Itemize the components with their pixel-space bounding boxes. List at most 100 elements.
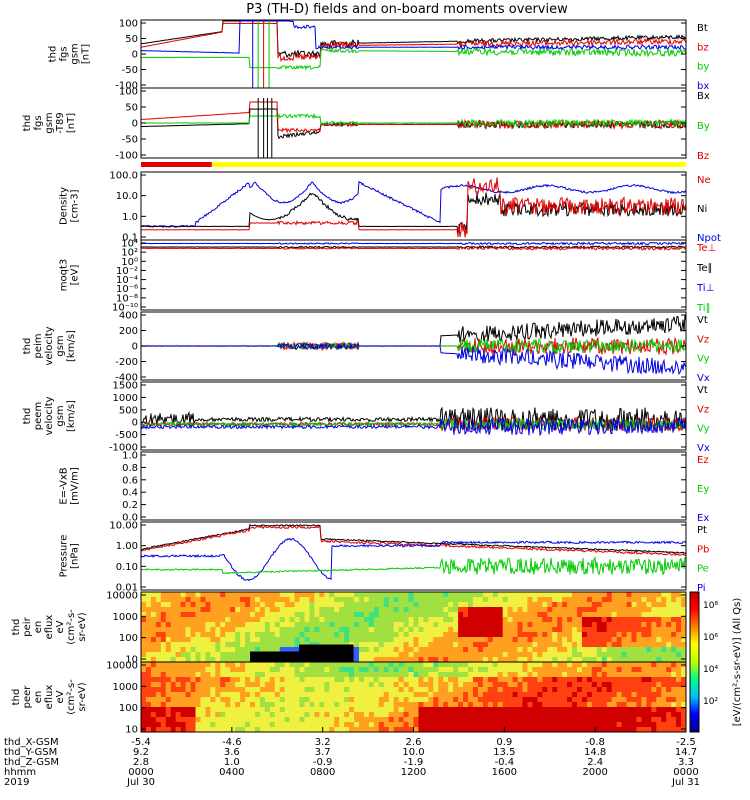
spec-cell [646, 702, 652, 708]
y-tick-label: 1000 [113, 682, 138, 693]
spec-cell [210, 692, 216, 698]
y-tick-label: 10⁰ [121, 257, 138, 268]
spec-cell [507, 592, 514, 598]
spec-cell [532, 712, 538, 718]
y-tick-label: 0 [132, 50, 138, 61]
spec-cell [215, 717, 221, 723]
spec-cell [368, 652, 375, 658]
spec-cell [289, 662, 296, 668]
spec-cell [279, 697, 286, 703]
ephem-time-value: 1200 [401, 767, 426, 778]
spec-cell [388, 597, 395, 603]
spec-cell [195, 597, 201, 603]
spec-cell [621, 632, 628, 638]
spec-cell [264, 642, 271, 648]
spec-cell [175, 597, 182, 603]
spec-cell [522, 722, 528, 728]
ephem-time-value: 0800 [310, 767, 335, 778]
spec-cell [646, 667, 652, 673]
spec-cell [185, 597, 192, 603]
spec-cell [557, 722, 563, 728]
spec-cell [279, 672, 286, 678]
spec-cell [423, 707, 429, 713]
spec-cell [150, 682, 157, 688]
spec-cell [651, 627, 657, 633]
spec-cell [418, 662, 424, 668]
spec-cell [448, 652, 454, 658]
spec-cell [671, 607, 677, 613]
spec-cell [512, 687, 519, 693]
spec-cell [230, 727, 236, 732]
spec-cell [512, 672, 519, 678]
spec-cell [557, 677, 563, 683]
y-axis-label-line: gsm [70, 43, 81, 64]
spec-cell [373, 647, 380, 653]
spec-cell [577, 642, 583, 648]
spec-cell [388, 697, 395, 703]
spec-cell [443, 647, 449, 653]
spec-cell [378, 647, 385, 653]
spec-cell [329, 687, 335, 693]
spec-cell [567, 657, 573, 662]
spec-cell [577, 702, 583, 708]
spec-cell [165, 697, 172, 703]
spec-cell [383, 602, 390, 608]
spec-cell [294, 692, 301, 698]
spec-cell [606, 662, 613, 668]
spec-cell [269, 667, 276, 673]
spec-cell [631, 642, 637, 648]
y-axis-label-line: fgs [33, 115, 44, 130]
panel-density-data [141, 172, 686, 240]
spec-cell [319, 617, 325, 623]
spec-cell [363, 652, 370, 658]
spec-cell [185, 707, 192, 713]
spec-cell [190, 697, 196, 703]
mode-bar-slow [141, 162, 212, 167]
spec-cell [314, 597, 320, 603]
spec-cell [180, 597, 187, 603]
spec-cell [443, 657, 449, 662]
spec-cell [463, 697, 469, 703]
spec-cell [378, 632, 385, 638]
spec-cell [542, 627, 548, 633]
spec-cell [661, 722, 667, 728]
spec-cell [240, 712, 246, 718]
spec-cell [403, 642, 410, 648]
spec-cell [423, 602, 429, 608]
spec-cell [230, 692, 236, 698]
spec-cell [586, 607, 593, 613]
spec-cell [378, 672, 385, 678]
spec-cell [254, 712, 261, 718]
spec-cell [532, 632, 538, 638]
spec-cell [299, 687, 305, 693]
spec-cell [651, 632, 657, 638]
spec-cell [567, 592, 573, 598]
spec-cell [676, 612, 682, 618]
spec-cell [641, 652, 647, 658]
spec-cell [443, 607, 449, 613]
spec-cell [141, 672, 147, 678]
spec-cell [334, 617, 340, 623]
spec-cell [552, 642, 558, 648]
spec-cell [180, 622, 187, 628]
spec-cell [601, 647, 608, 653]
y-axis-label-line: velocity [44, 396, 55, 435]
spec-cell [205, 697, 211, 703]
spec-cell [324, 682, 330, 688]
spec-cell [428, 652, 434, 658]
spec-cell [517, 592, 523, 598]
y-axis-label-line: Density [59, 187, 70, 225]
legend-vy: Vy [697, 354, 710, 365]
spec-cell [472, 677, 479, 683]
spec-cell [423, 597, 429, 603]
spec-cell [423, 682, 429, 688]
spec-cell [542, 697, 548, 703]
spec-cell [651, 697, 657, 703]
spec-cell [304, 597, 310, 603]
spec-cell [537, 727, 543, 732]
spec-cell [676, 687, 682, 693]
spec-cell [349, 612, 355, 618]
spec-cell [388, 622, 395, 628]
